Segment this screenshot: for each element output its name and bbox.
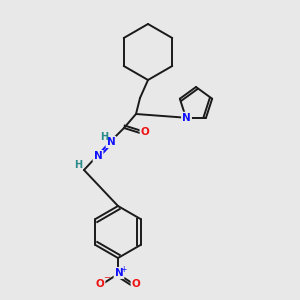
Text: N: N — [106, 137, 116, 147]
Text: H: H — [100, 132, 108, 142]
Text: O: O — [132, 279, 140, 289]
Text: O: O — [96, 279, 104, 289]
Text: O: O — [141, 127, 149, 137]
Text: +: + — [120, 265, 126, 274]
Text: H: H — [74, 160, 82, 170]
Text: N: N — [182, 113, 191, 123]
Text: −: − — [103, 274, 110, 283]
Text: N: N — [94, 151, 102, 161]
Text: N: N — [115, 268, 123, 278]
